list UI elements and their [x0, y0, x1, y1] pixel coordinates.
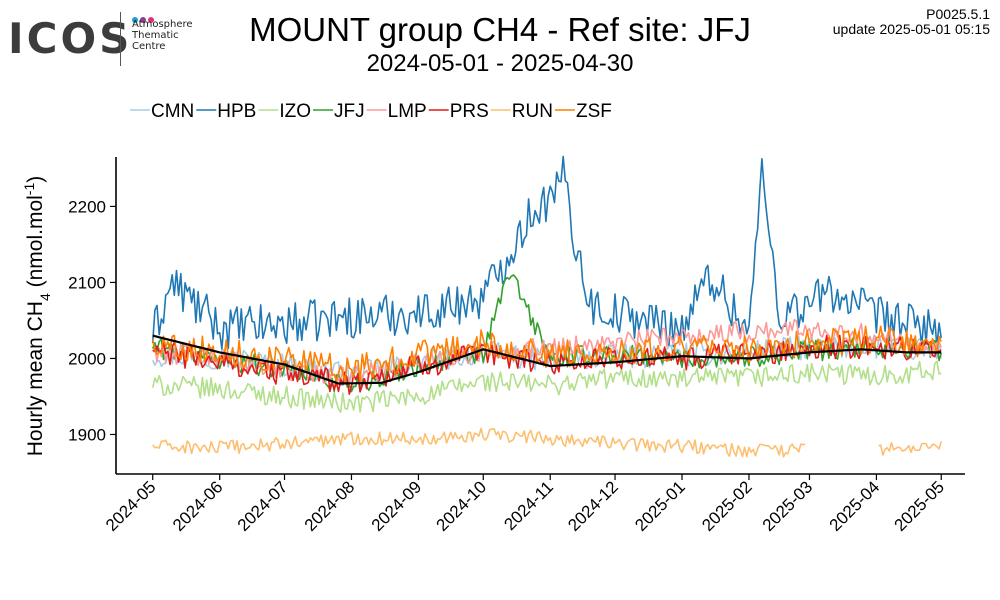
y-tick-label: 2100 — [68, 273, 106, 292]
logo-dots — [132, 10, 156, 23]
y-axis-label-sup: -1 — [21, 183, 37, 196]
y-axis-label-close: ) — [24, 176, 47, 183]
x-tick-label: 2024-10 — [433, 477, 491, 535]
logo-line-1: Atmosphere — [132, 19, 193, 30]
x-tick-label: 2024-11 — [500, 477, 557, 534]
logo-wordmark: ICOS — [8, 14, 133, 63]
reference-curve-layer — [152, 334, 942, 385]
logo-dot-3 — [148, 17, 154, 23]
legend-label-izo: IZO — [279, 101, 311, 122]
y-axis-label: Hourly mean CH4 (nmol.mol-1) — [21, 176, 53, 457]
legend-label-run: RUN — [512, 101, 553, 122]
y-tick-label: 1900 — [68, 425, 106, 444]
chart-title: MOUNT group CH4 - Ref site: JFJ — [249, 11, 751, 48]
logo-line-3: Centre — [132, 41, 166, 52]
x-tick-label: 2025-04 — [826, 477, 884, 535]
icos-logo: ICOS Atmosphere Thematic Centre — [8, 8, 208, 68]
x-tick-label: 2025-01 — [631, 477, 689, 535]
legend: CMN HPB IZO JFJ LMP PRS RUN ZSF — [130, 101, 612, 122]
legend-label-hpb: HPB — [217, 101, 256, 122]
legend-label-prs: PRS — [450, 101, 489, 122]
x-tick-label: 2024-09 — [368, 477, 426, 535]
x-tick-label: 2024-05 — [102, 477, 160, 535]
version-info: P0025.5.1 update 2025-05-01 05:15 — [833, 7, 990, 37]
legend-label-zsf: ZSF — [576, 101, 612, 122]
legend-label-lmp: LMP — [388, 101, 427, 122]
series-line-izo — [151, 360, 942, 413]
x-tick-label: 2024-08 — [301, 477, 359, 535]
logo-dot-1 — [132, 17, 138, 23]
y-axis-label-text: Hourly mean CH — [24, 301, 47, 456]
x-tick-label: 2025-02 — [698, 477, 756, 535]
logo-subtitle: Atmosphere Thematic Centre — [132, 19, 193, 52]
x-tick-label: 2024-07 — [234, 477, 292, 535]
version-label: P0025.5.1 — [926, 6, 990, 22]
logo-line-2: Thematic — [132, 30, 179, 41]
chart-subtitle: 2024-05-01 - 2025-04-30 — [366, 50, 634, 77]
legend-label-cmn: CMN — [151, 101, 194, 122]
series-layer — [151, 155, 942, 458]
logo-dot-2 — [140, 17, 146, 23]
legend-label-jfj: JFJ — [334, 101, 365, 122]
series-line-hpb — [151, 155, 942, 350]
logo-divider — [120, 12, 121, 66]
x-tick-label: 2025-05 — [891, 477, 949, 535]
y-tick-label: 2000 — [68, 349, 106, 368]
x-tick-label: 2024-12 — [564, 477, 622, 535]
reference-curve — [152, 334, 942, 385]
x-tick-label: 2025-03 — [759, 477, 817, 535]
x-tick-label: 2024-06 — [169, 477, 227, 535]
y-axis-label-sub: 4 — [37, 293, 53, 301]
y-tick-label: 2200 — [68, 197, 106, 216]
y-axis-label-unit: (nmol.mol — [24, 195, 47, 293]
update-label: update 2025-05-01 05:15 — [832, 21, 990, 37]
series-line-run — [152, 427, 942, 458]
